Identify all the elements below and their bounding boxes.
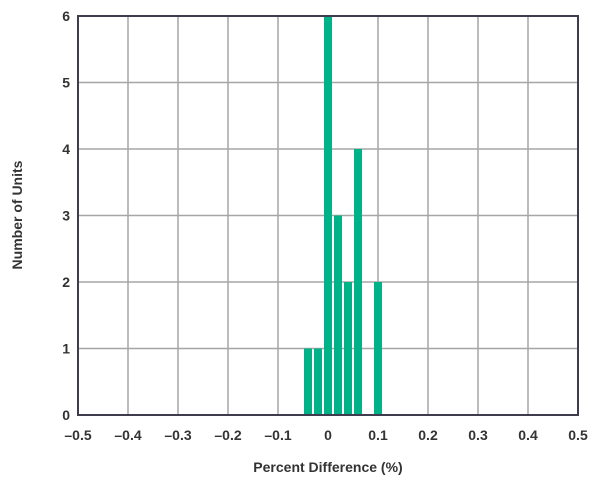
x-tick-label: 0.3: [468, 427, 488, 443]
y-tick-label: 0: [62, 407, 70, 423]
y-tick-label: 3: [62, 208, 70, 224]
y-tick-label: 1: [62, 341, 70, 357]
x-tick-labels: –0.5 –0.4 –0.3 –0.2 –0.1 0 0.1 0.2 0.3 0.4 0.5: [64, 427, 588, 443]
histogram-bar: [354, 149, 362, 415]
y-tick-label: 2: [62, 274, 70, 290]
plot-frame: [77, 15, 579, 416]
x-tick-label: 0.4: [518, 427, 538, 443]
histogram-bar: [334, 215, 342, 415]
y-tick-label: 4: [62, 141, 70, 157]
x-tick-label: 0.5: [568, 427, 588, 443]
x-tick-label: 0.2: [418, 427, 438, 443]
x-tick-label: 0.1: [368, 427, 388, 443]
x-tick-label: 0: [324, 427, 332, 443]
x-tick-label: –0.5: [64, 427, 91, 443]
y-tick-label: 6: [62, 8, 70, 24]
histogram-bar: [314, 348, 322, 415]
x-tick-label: –0.1: [264, 427, 291, 443]
y-tick-label: 5: [62, 75, 70, 91]
x-axis-title: Percent Difference (%): [253, 459, 402, 475]
histogram-bar: [304, 348, 312, 415]
x-tick-label: –0.3: [164, 427, 191, 443]
y-axis-title: Number of Units: [9, 160, 25, 269]
bars: [304, 16, 382, 415]
histogram-bar: [374, 282, 382, 415]
x-tick-label: –0.2: [214, 427, 241, 443]
y-tick-labels: 0 1 2 3 4 5 6: [62, 8, 70, 423]
histogram-bar: [344, 282, 352, 415]
x-tick-label: –0.4: [114, 427, 141, 443]
histogram-bar: [324, 16, 332, 415]
